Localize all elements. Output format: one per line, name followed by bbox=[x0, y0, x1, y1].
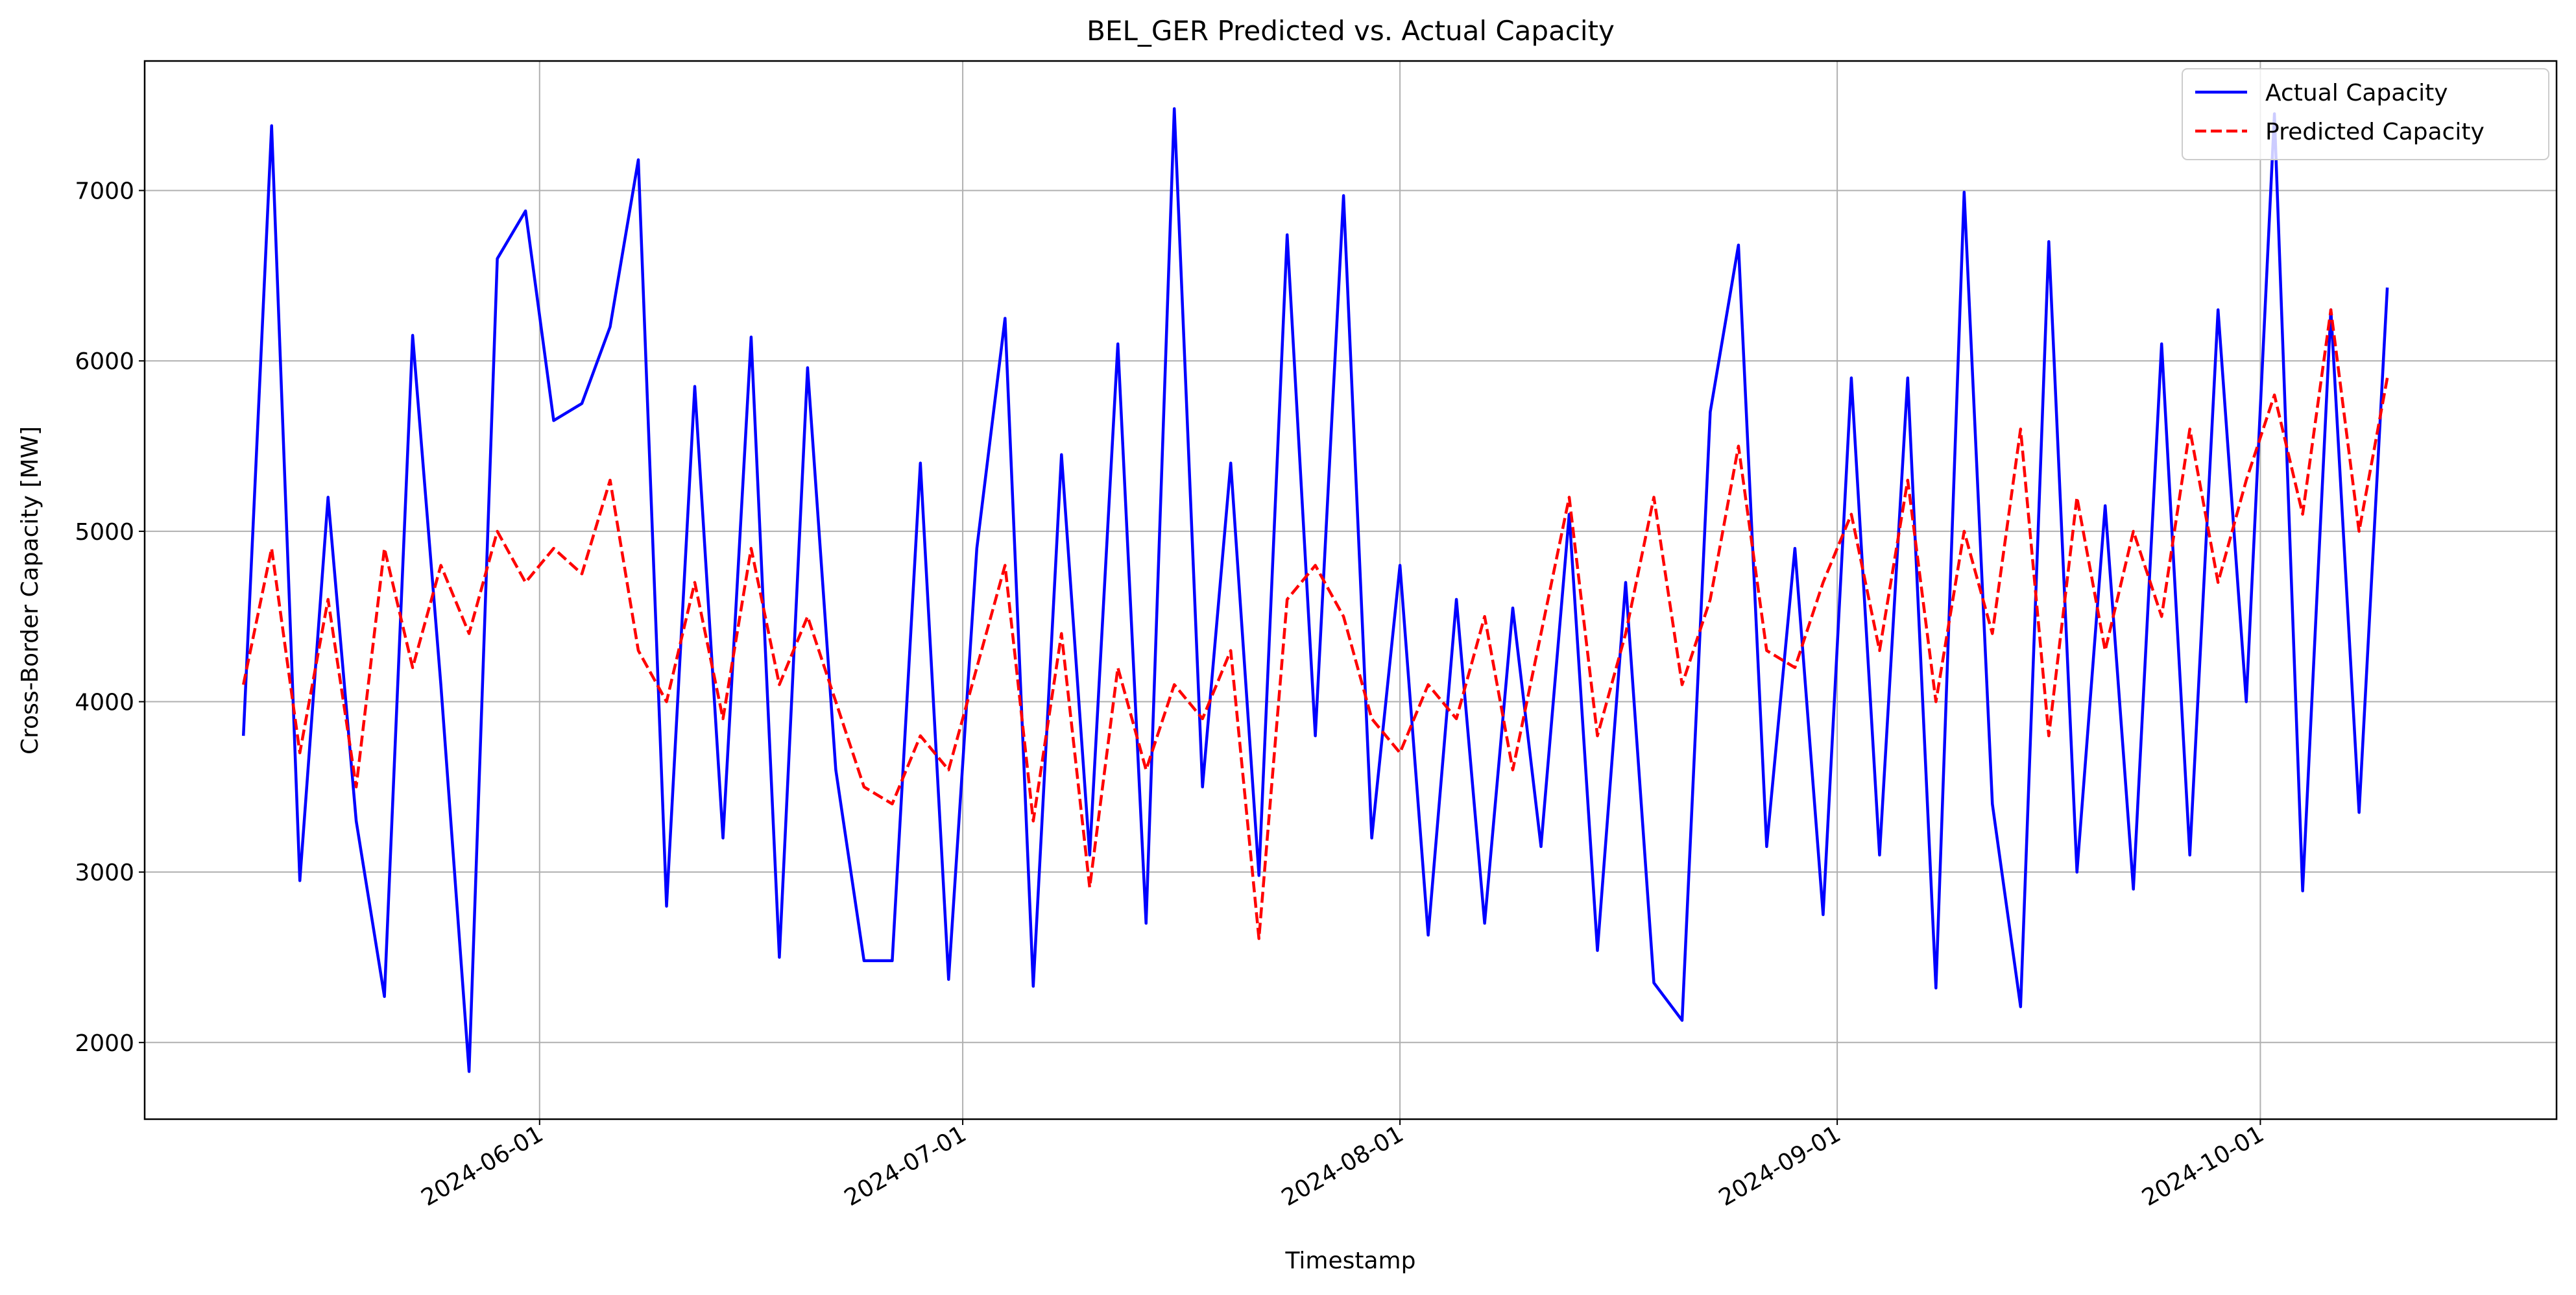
y-tick-label: 6000 bbox=[75, 348, 134, 375]
y-tick-label: 5000 bbox=[75, 519, 134, 546]
x-tick-label: 2024-10-01 bbox=[2137, 1120, 2269, 1211]
x-axis-label: Timestamp bbox=[1285, 1248, 1416, 1274]
plot-frame bbox=[143, 60, 2558, 1120]
data-line bbox=[241, 308, 2389, 940]
y-axis-label: Cross-Border Capacity [MW] bbox=[17, 426, 43, 755]
y-tick-label: 4000 bbox=[75, 690, 134, 716]
y-tick-label: 7000 bbox=[75, 178, 134, 205]
legend-label: Actual Capacity bbox=[2265, 80, 2448, 106]
y-tick-label: 3000 bbox=[75, 860, 134, 886]
x-tick-label: 2024-08-01 bbox=[1277, 1120, 1408, 1211]
legend-box bbox=[2182, 68, 2549, 160]
x-tick-label: 2024-09-01 bbox=[1715, 1120, 1846, 1211]
x-tick-label: 2024-07-01 bbox=[840, 1120, 971, 1211]
chart-title: BEL_GER Predicted vs. Actual Capacity bbox=[1087, 15, 1615, 47]
legend-label: Predicted Capacity bbox=[2265, 119, 2485, 145]
data-line bbox=[241, 107, 2389, 1073]
y-tick-label: 2000 bbox=[75, 1030, 134, 1057]
legend: Actual Capacity Predicted Capacity bbox=[2182, 68, 2549, 160]
x-tick-label: 2024-06-01 bbox=[417, 1120, 548, 1211]
